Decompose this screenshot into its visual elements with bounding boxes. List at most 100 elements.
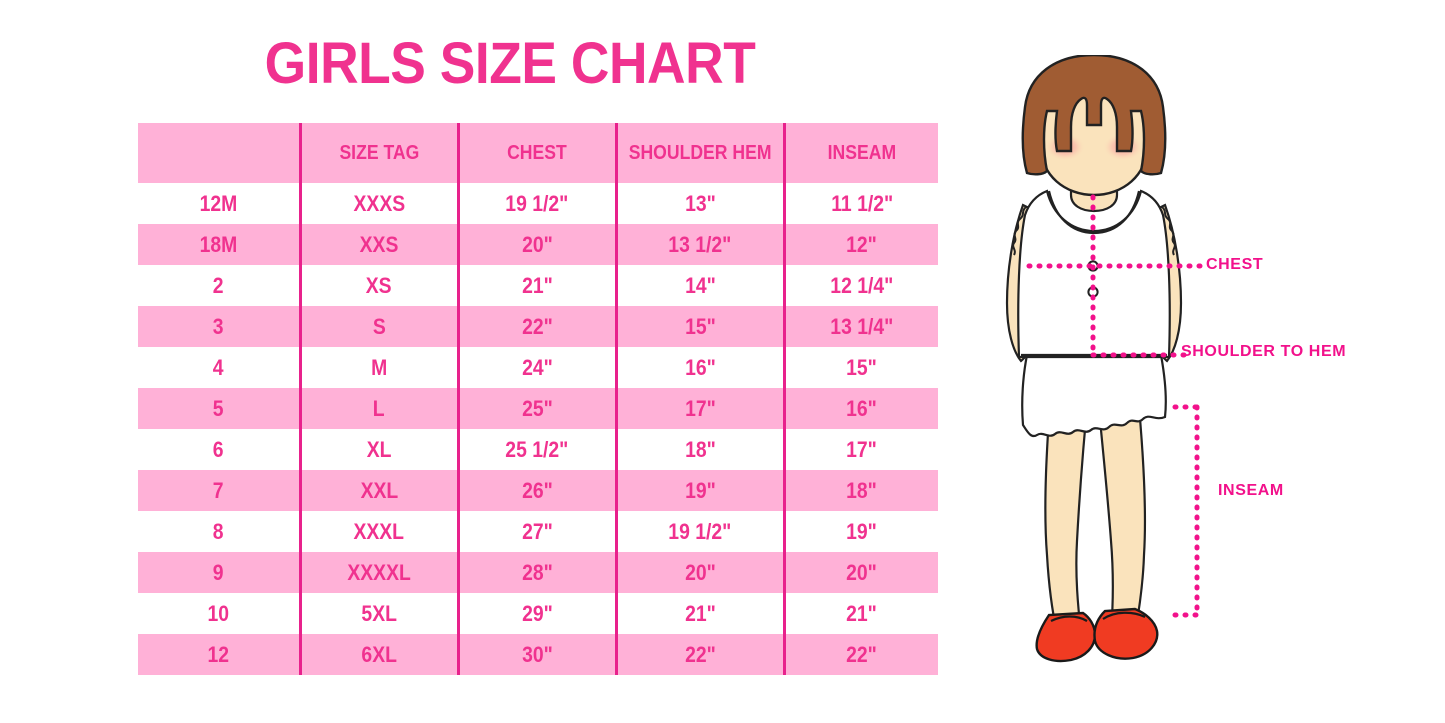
cell-size-tag: XXL (300, 470, 460, 511)
cell-shoulder-hem: 22" (616, 634, 786, 675)
left-shoe (1035, 611, 1097, 663)
cell-shoulder-hem: 16" (616, 347, 786, 388)
column-header-chest-label: CHEST (507, 141, 567, 164)
table-row: 3 S 22" 15" 13 1/4" (138, 306, 938, 347)
cell-size: 4 (138, 347, 302, 388)
table-row: 7 XXL 26" 19" 18" (138, 470, 938, 511)
cell-chest: 30" (458, 634, 618, 675)
cell-inseam: 13 1/4" (784, 306, 938, 347)
chest-measurement-label: CHEST (1206, 256, 1264, 273)
cell-shoulder-hem: 13" (616, 183, 786, 224)
cell-chest: 20" (458, 224, 618, 265)
cell-chest: 28" (458, 552, 618, 593)
cell-inseam: 20" (784, 552, 938, 593)
table-body: 12M XXXS 19 1/2" 13" 11 1/2" 18M XXS 20" 13 1/2… (138, 183, 938, 675)
table-header: SIZE TAG CHEST SHOULDER HEM INSEAM (138, 123, 938, 183)
cell-size: 2 (138, 265, 302, 306)
cell-size: 8 (138, 511, 302, 552)
cell-inseam: 19" (784, 511, 938, 552)
cell-size-tag: 6XL (300, 634, 460, 675)
cell-shoulder-hem: 20" (616, 552, 786, 593)
white-sleeveless-top (1017, 189, 1171, 359)
table-row: 2 XS 21" 14" 12 1/4" (138, 265, 938, 306)
column-header-size (138, 123, 302, 183)
cell-inseam: 17" (784, 429, 938, 470)
size-chart-table: SIZE TAG CHEST SHOULDER HEM INSEAM 12M XX… (138, 123, 938, 675)
cell-size-tag: S (300, 306, 460, 347)
cell-size-tag: XXXXL (300, 552, 460, 593)
table-row: 9 XXXXL 28" 20" 20" (138, 552, 938, 593)
table-row: 12M XXXS 19 1/2" 13" 11 1/2" (138, 183, 938, 224)
top-neckline (1047, 190, 1141, 235)
cell-size: 12 (138, 634, 302, 675)
cell-size: 12M (138, 183, 302, 224)
inseam-measurement-label: INSEAM (1218, 482, 1284, 499)
column-header-shoulder-hem-label: SHOULDER HEM (628, 141, 772, 164)
column-header-size-tag-label: SIZE TAG (339, 141, 419, 164)
cell-shoulder-hem: 21" (616, 593, 786, 634)
table-row: 18M XXS 20" 13 1/2" 12" (138, 224, 938, 265)
table-row: 10 5XL 29" 21" 21" (138, 593, 938, 634)
column-header-shoulder-hem: SHOULDER HEM (616, 123, 786, 183)
hair (1021, 55, 1167, 176)
cell-size-tag: XL (300, 429, 460, 470)
right-shoe-strap (1102, 611, 1146, 620)
table-row: 6 XL 25 1/2" 18" 17" (138, 429, 938, 470)
cell-size-tag: XXXS (300, 183, 460, 224)
size-chart-table-wrapper: SIZE TAG CHEST SHOULDER HEM INSEAM 12M XX… (138, 123, 938, 675)
cell-inseam: 16" (784, 388, 938, 429)
cell-chest: 24" (458, 347, 618, 388)
cell-size: 5 (138, 388, 302, 429)
cell-shoulder-hem: 18" (616, 429, 786, 470)
cell-shoulder-hem: 15" (616, 306, 786, 347)
column-header-chest: CHEST (458, 123, 618, 183)
cell-size: 10 (138, 593, 302, 634)
cell-inseam: 21" (784, 593, 938, 634)
column-header-inseam: INSEAM (784, 123, 938, 183)
cell-shoulder-hem: 13 1/2" (616, 224, 786, 265)
cell-size-tag: L (300, 388, 460, 429)
header-row: SIZE TAG CHEST SHOULDER HEM INSEAM (138, 123, 938, 183)
cell-shoulder-hem: 19" (616, 470, 786, 511)
cell-size-tag: XS (300, 265, 460, 306)
cell-size: 18M (138, 224, 302, 265)
cell-inseam: 12" (784, 224, 938, 265)
cell-inseam: 11 1/2" (784, 183, 938, 224)
left-sleeve-ruffle (1012, 206, 1027, 256)
cell-inseam: 22" (784, 634, 938, 675)
cell-size: 9 (138, 552, 302, 593)
cell-size-tag: XXS (300, 224, 460, 265)
shoulder-to-hem-measurement-label: SHOULDER TO HEM (1181, 343, 1347, 360)
cell-chest: 29" (458, 593, 618, 634)
cell-chest: 27" (458, 511, 618, 552)
cell-chest: 19 1/2" (458, 183, 618, 224)
table-row: 5 L 25" 17" 16" (138, 388, 938, 429)
table-row: 12 6XL 30" 22" 22" (138, 634, 938, 675)
cell-size: 6 (138, 429, 302, 470)
table-row: 4 M 24" 16" 15" (138, 347, 938, 388)
cell-inseam: 15" (784, 347, 938, 388)
cell-size: 7 (138, 470, 302, 511)
table-row: 8 XXXL 27" 19 1/2" 19" (138, 511, 938, 552)
column-header-size-tag: SIZE TAG (300, 123, 460, 183)
cell-size: 3 (138, 306, 302, 347)
cell-inseam: 12 1/4" (784, 265, 938, 306)
cell-size-tag: XXXL (300, 511, 460, 552)
page-title: GIRLS SIZE CHART (264, 31, 756, 96)
cell-chest: 25" (458, 388, 618, 429)
cell-size-tag: 5XL (300, 593, 460, 634)
cell-size-tag: M (300, 347, 460, 388)
white-ruffle-skirt (1021, 353, 1167, 438)
cell-chest: 25 1/2" (458, 429, 618, 470)
column-header-inseam-label: INSEAM (827, 141, 896, 164)
girl-figure-illustration (985, 55, 1240, 675)
cell-chest: 22" (458, 306, 618, 347)
cell-shoulder-hem: 19 1/2" (616, 511, 786, 552)
cell-shoulder-hem: 17" (616, 388, 786, 429)
right-sleeve-ruffle (1161, 206, 1176, 256)
left-shoe-strap (1050, 615, 1088, 622)
cell-chest: 21" (458, 265, 618, 306)
cell-inseam: 18" (784, 470, 938, 511)
cell-chest: 26" (458, 470, 618, 511)
